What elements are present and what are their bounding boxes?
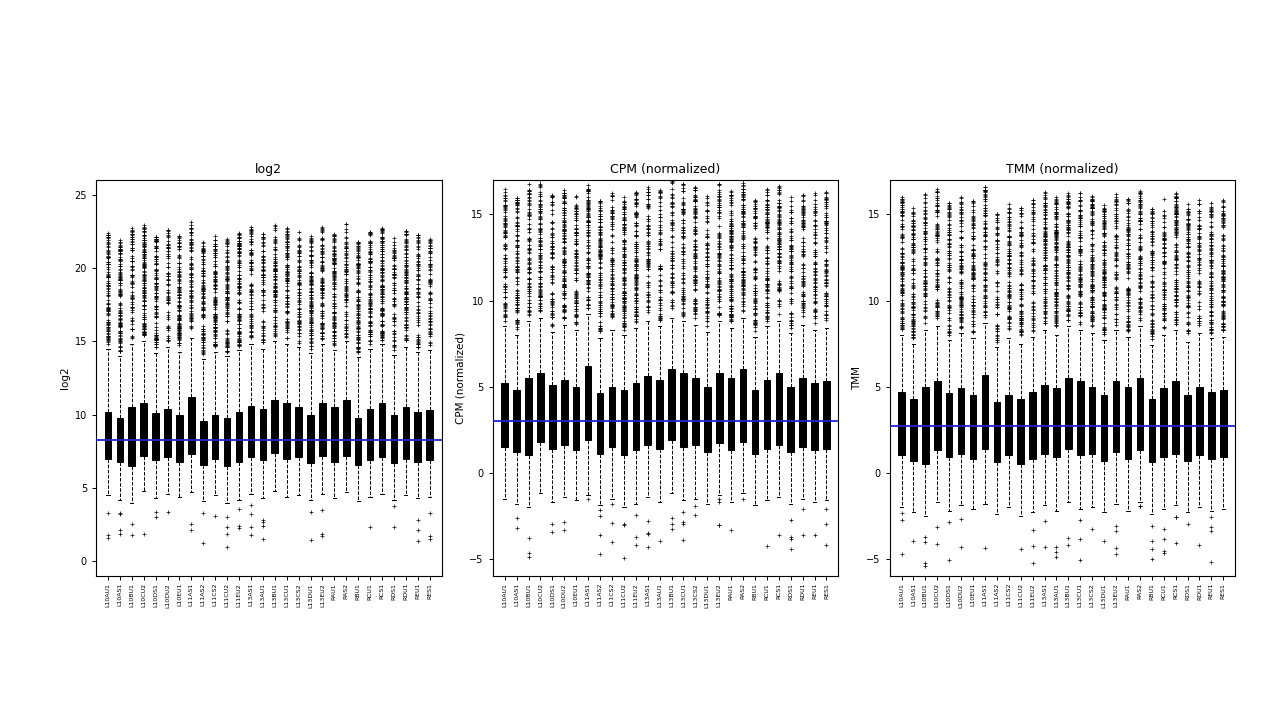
- PathPatch shape: [993, 402, 1000, 462]
- PathPatch shape: [390, 415, 397, 463]
- PathPatch shape: [260, 409, 266, 460]
- PathPatch shape: [1137, 378, 1143, 450]
- PathPatch shape: [680, 373, 687, 447]
- PathPatch shape: [1076, 382, 1084, 456]
- PathPatch shape: [343, 400, 349, 456]
- PathPatch shape: [657, 379, 663, 449]
- PathPatch shape: [823, 382, 829, 449]
- PathPatch shape: [1041, 385, 1048, 454]
- PathPatch shape: [236, 412, 242, 462]
- PathPatch shape: [319, 403, 325, 456]
- PathPatch shape: [561, 379, 567, 445]
- PathPatch shape: [1172, 382, 1179, 454]
- PathPatch shape: [1197, 387, 1203, 456]
- PathPatch shape: [668, 369, 675, 440]
- PathPatch shape: [1161, 388, 1167, 457]
- PathPatch shape: [751, 390, 758, 454]
- Y-axis label: CPM (normalized): CPM (normalized): [456, 332, 465, 424]
- PathPatch shape: [787, 387, 794, 452]
- PathPatch shape: [621, 390, 627, 456]
- PathPatch shape: [934, 382, 941, 450]
- PathPatch shape: [1148, 399, 1155, 462]
- PathPatch shape: [502, 383, 508, 447]
- PathPatch shape: [1053, 388, 1060, 457]
- PathPatch shape: [538, 373, 544, 441]
- PathPatch shape: [116, 418, 123, 462]
- PathPatch shape: [549, 385, 556, 449]
- PathPatch shape: [740, 369, 746, 441]
- Title: log2: log2: [255, 163, 283, 176]
- PathPatch shape: [910, 399, 916, 461]
- PathPatch shape: [224, 418, 230, 466]
- PathPatch shape: [307, 415, 314, 463]
- PathPatch shape: [776, 373, 782, 445]
- PathPatch shape: [644, 377, 652, 445]
- Y-axis label: TMM: TMM: [852, 366, 861, 390]
- PathPatch shape: [283, 403, 291, 459]
- PathPatch shape: [596, 394, 603, 454]
- PathPatch shape: [632, 383, 639, 450]
- PathPatch shape: [609, 387, 616, 447]
- PathPatch shape: [296, 408, 302, 457]
- PathPatch shape: [105, 412, 111, 459]
- PathPatch shape: [1184, 395, 1190, 461]
- PathPatch shape: [957, 388, 964, 454]
- PathPatch shape: [128, 408, 134, 466]
- PathPatch shape: [728, 378, 735, 450]
- PathPatch shape: [1208, 392, 1215, 459]
- PathPatch shape: [716, 373, 722, 444]
- PathPatch shape: [152, 413, 159, 460]
- PathPatch shape: [1065, 378, 1071, 449]
- PathPatch shape: [403, 408, 410, 459]
- PathPatch shape: [525, 378, 531, 456]
- PathPatch shape: [970, 395, 977, 459]
- Title: TMM (normalized): TMM (normalized): [1006, 163, 1119, 176]
- PathPatch shape: [1029, 392, 1036, 459]
- PathPatch shape: [573, 387, 580, 450]
- PathPatch shape: [1101, 395, 1107, 461]
- PathPatch shape: [1006, 395, 1012, 456]
- PathPatch shape: [141, 403, 147, 456]
- PathPatch shape: [247, 406, 255, 457]
- PathPatch shape: [1220, 390, 1226, 457]
- PathPatch shape: [982, 374, 988, 449]
- PathPatch shape: [704, 387, 710, 452]
- Title: CPM (normalized): CPM (normalized): [611, 163, 721, 176]
- PathPatch shape: [922, 387, 928, 464]
- PathPatch shape: [513, 390, 520, 452]
- PathPatch shape: [367, 409, 374, 460]
- PathPatch shape: [812, 383, 818, 450]
- PathPatch shape: [426, 410, 433, 460]
- PathPatch shape: [692, 378, 699, 445]
- PathPatch shape: [332, 408, 338, 462]
- PathPatch shape: [946, 394, 952, 457]
- PathPatch shape: [1089, 387, 1096, 454]
- PathPatch shape: [800, 378, 806, 447]
- PathPatch shape: [379, 403, 385, 457]
- PathPatch shape: [764, 379, 771, 449]
- PathPatch shape: [164, 409, 170, 457]
- PathPatch shape: [200, 420, 206, 464]
- PathPatch shape: [212, 415, 219, 459]
- PathPatch shape: [1018, 399, 1024, 464]
- PathPatch shape: [415, 412, 421, 462]
- PathPatch shape: [1125, 387, 1132, 459]
- PathPatch shape: [271, 400, 278, 453]
- PathPatch shape: [188, 397, 195, 454]
- Y-axis label: log2: log2: [60, 366, 70, 390]
- PathPatch shape: [899, 392, 905, 456]
- PathPatch shape: [1112, 382, 1119, 452]
- PathPatch shape: [355, 418, 361, 464]
- PathPatch shape: [585, 366, 591, 440]
- PathPatch shape: [177, 415, 183, 462]
